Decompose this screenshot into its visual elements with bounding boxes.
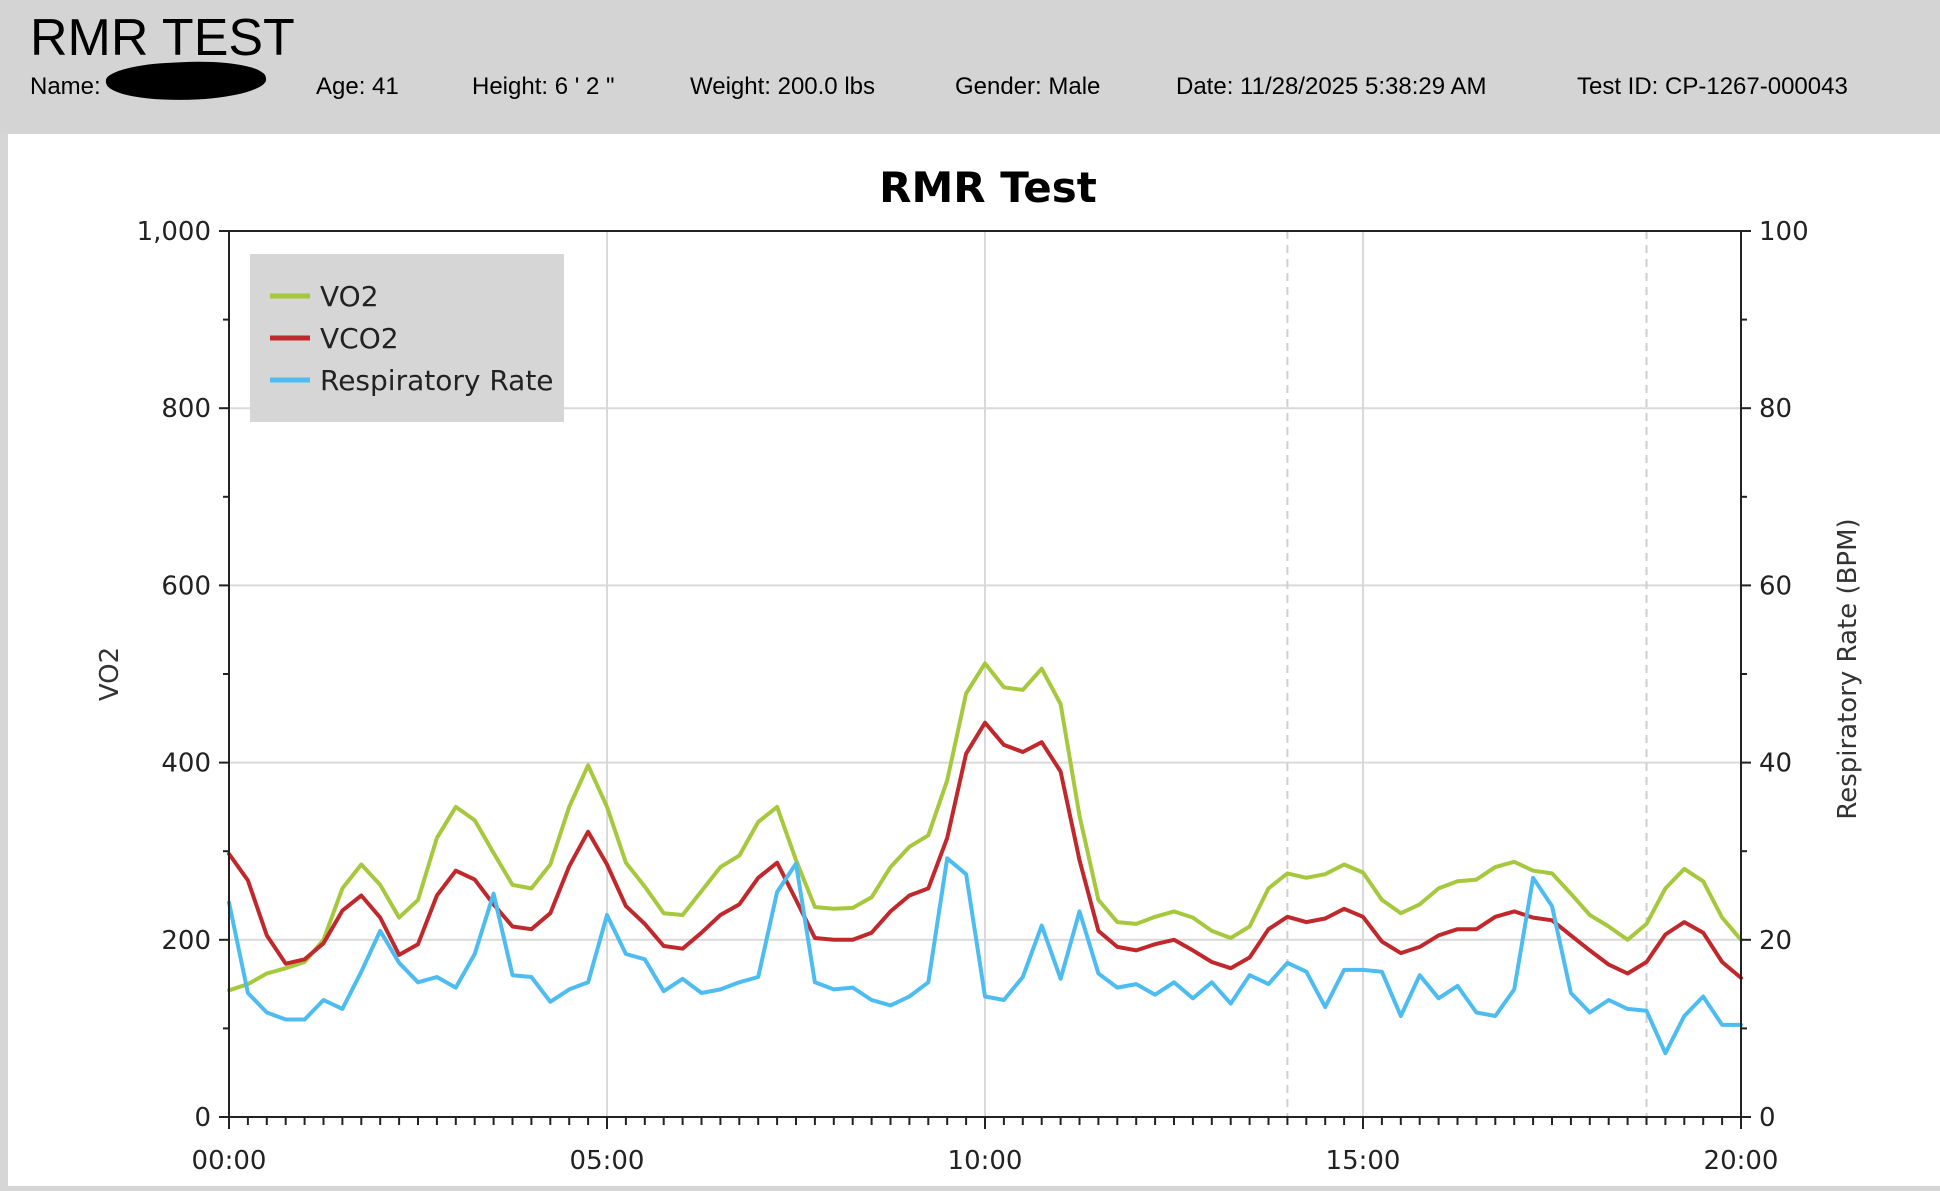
x-tick-label: 05:00 xyxy=(570,1146,645,1176)
series-lines xyxy=(227,661,1743,1056)
y-tick-label: 400 xyxy=(161,749,211,779)
x-tick-label: 10:00 xyxy=(948,1146,1023,1176)
chart-title: RMR Test xyxy=(879,163,1097,212)
legend-label-vo2: VO2 xyxy=(320,280,379,313)
axes: 0 200 400 600 800 1,000 0 20 40 60 80 100 00:00 05:00… xyxy=(137,217,1809,1176)
y-tick-label: 600 xyxy=(161,571,211,601)
rmr-chart: 0 200 400 600 800 1,000 0 20 40 60 80 100 00:00 05:00… xyxy=(95,163,1863,1176)
y-tick-label: 200 xyxy=(161,926,211,956)
name-label: Name: xyxy=(30,73,101,100)
test-id-field: Test ID: CP-1267-000043 xyxy=(1577,73,1848,100)
height-field: Height: 6 ' 2 " xyxy=(472,73,615,100)
y2-tick-label: 60 xyxy=(1759,571,1792,601)
y2-tick-label: 80 xyxy=(1759,394,1792,424)
report-header: RMR TEST Name: Age: 41 Height: 6 ' 2 " W… xyxy=(0,0,1940,134)
y2-axis-label: Respiratory Rate (BPM) xyxy=(1833,518,1863,819)
x-tick-label: 15:00 xyxy=(1326,1146,1401,1176)
vco2-series-line xyxy=(227,720,1743,980)
age-field: Age: 41 xyxy=(316,73,399,100)
gender-field: Gender: Male xyxy=(955,73,1101,100)
y2-tick-label: 40 xyxy=(1759,749,1792,779)
legend-label-respiratory-rate: Respiratory Rate xyxy=(320,364,554,397)
y-tick-label: 800 xyxy=(161,394,211,424)
legend: VO2 VCO2 Respiratory Rate xyxy=(250,254,564,422)
report-title: RMR TEST xyxy=(30,9,295,67)
vo2-series-line xyxy=(227,661,1743,993)
y-tick-label: 0 xyxy=(194,1103,211,1133)
y2-tick-label: 0 xyxy=(1759,1103,1776,1133)
y-tick-label: 1,000 xyxy=(137,217,211,247)
legend-label-vco2: VCO2 xyxy=(320,322,399,355)
x-tick-label: 00:00 xyxy=(192,1146,267,1176)
x-tick-label: 20:00 xyxy=(1704,1146,1779,1176)
y-axis-label: VO2 xyxy=(95,647,125,701)
weight-field: Weight: 200.0 lbs xyxy=(690,73,876,100)
respiratory-rate-series-line xyxy=(227,856,1743,1056)
y2-tick-label: 100 xyxy=(1759,217,1809,247)
chart-panel: 0 200 400 600 800 1,000 0 20 40 60 80 100 00:00 05:00… xyxy=(8,134,1940,1186)
date-field: Date: 11/28/2025 5:38:29 AM xyxy=(1176,73,1487,100)
patient-info-row: Name: Age: 41 Height: 6 ' 2 " Weight: 20… xyxy=(0,72,1940,102)
y2-tick-label: 20 xyxy=(1759,926,1792,956)
